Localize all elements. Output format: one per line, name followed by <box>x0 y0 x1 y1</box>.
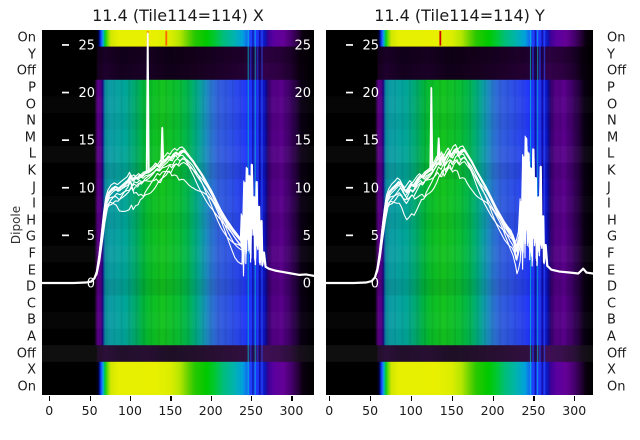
row-label-g-12: G <box>25 229 36 245</box>
row-label-off-19: Off <box>607 346 627 362</box>
left-panel-title: 11.4 (Tile114=114) X <box>92 6 264 25</box>
heatmap-panel-x <box>42 30 314 395</box>
x-tick-label: 0 <box>45 403 54 418</box>
row-label-y-1: Y <box>607 47 615 63</box>
row-label-l-7: L <box>607 146 615 162</box>
row-label-h-11: H <box>607 213 617 229</box>
x-tick-mark <box>492 396 494 401</box>
x-tick-mark <box>49 396 51 401</box>
x-axis-left: 0 50 100 150 200 250 300 <box>42 395 314 427</box>
x-tick-label: 50 <box>81 403 98 418</box>
row-label-k-8: K <box>27 163 36 179</box>
row-label-d-15: D <box>25 279 36 295</box>
row-label-a-18: A <box>27 329 36 345</box>
row-label-x-20: X <box>27 362 36 378</box>
row-label-h-11: H <box>26 213 36 229</box>
row-label-e-14: E <box>27 263 36 279</box>
row-label-m-6: M <box>24 130 36 146</box>
row-label-on-0: On <box>607 30 626 46</box>
row-label-x-20: X <box>607 362 616 378</box>
x-tick-label: 150 <box>439 403 464 418</box>
row-label-off-2: Off <box>607 63 627 79</box>
heatmap-panel-y <box>326 30 593 395</box>
row-label-a-18: A <box>607 329 616 345</box>
row-label-f-13: F <box>28 246 36 262</box>
x-tick-label: 100 <box>398 403 423 418</box>
row-label-off-19: Off <box>16 346 36 362</box>
x-tick-mark <box>291 396 293 401</box>
x-tick-mark <box>170 396 172 401</box>
x-axis-right: 0 50 100 150 200 250 300 <box>325 395 593 427</box>
x-tick-mark <box>329 396 331 401</box>
row-label-g-12: G <box>607 229 618 245</box>
dipole-row-labels-right: On Y Off P O N M L K J I H G F E D C B A Off X On <box>604 30 640 395</box>
x-tick-label: 250 <box>239 403 263 418</box>
x-tick-label: 150 <box>158 403 183 418</box>
x-tick-label: 0 <box>325 403 334 418</box>
x-tick-label: 250 <box>521 403 546 418</box>
right-panel-title: 11.4 (Tile114=114) Y <box>374 6 545 25</box>
x-tick-mark <box>210 396 212 401</box>
x-tick-label: 300 <box>279 403 304 418</box>
x-tick-mark <box>410 396 413 401</box>
row-label-e-14: E <box>607 263 616 279</box>
x-tick-label: 300 <box>562 403 587 418</box>
row-label-on-21: On <box>17 379 36 395</box>
x-tick-label: 50 <box>362 403 379 418</box>
row-label-o-4: O <box>607 97 618 113</box>
row-label-i-10: I <box>607 196 611 212</box>
row-label-off-2: Off <box>16 63 36 79</box>
row-label-k-8: K <box>607 163 616 179</box>
x-tick-mark <box>574 396 576 401</box>
x-tick-mark <box>89 396 91 401</box>
x-tick-label: 100 <box>118 403 142 418</box>
x-tick-label: 200 <box>480 403 505 418</box>
row-label-j-9: J <box>607 180 611 196</box>
row-label-c-16: C <box>607 296 617 312</box>
row-label-p-3: P <box>28 80 36 96</box>
row-label-j-9: J <box>32 180 36 196</box>
x-tick-label: 200 <box>198 403 223 418</box>
x-tick-mark <box>370 396 372 401</box>
row-label-c-16: C <box>26 296 36 312</box>
row-label-l-7: L <box>28 146 36 162</box>
x-tick-mark <box>533 396 535 401</box>
row-label-n-5: N <box>26 113 36 129</box>
row-label-p-3: P <box>607 80 615 96</box>
row-label-m-6: M <box>607 130 619 146</box>
x-tick-mark <box>451 396 453 401</box>
x-tick-mark <box>251 396 253 401</box>
row-label-y-1: Y <box>28 47 36 63</box>
dipole-row-labels-left: On Y Off P O N M L K J I H G F E D C B A Off X On <box>0 30 38 395</box>
x-tick-mark <box>129 396 132 401</box>
row-label-f-13: F <box>607 246 615 262</box>
row-label-n-5: N <box>607 113 617 129</box>
row-label-b-17: B <box>607 312 616 328</box>
row-label-i-10: I <box>32 196 36 212</box>
row-label-on-0: On <box>17 30 36 46</box>
row-label-o-4: O <box>25 97 36 113</box>
row-label-d-15: D <box>607 279 618 295</box>
row-label-on-21: On <box>607 379 626 395</box>
row-label-b-17: B <box>27 312 36 328</box>
